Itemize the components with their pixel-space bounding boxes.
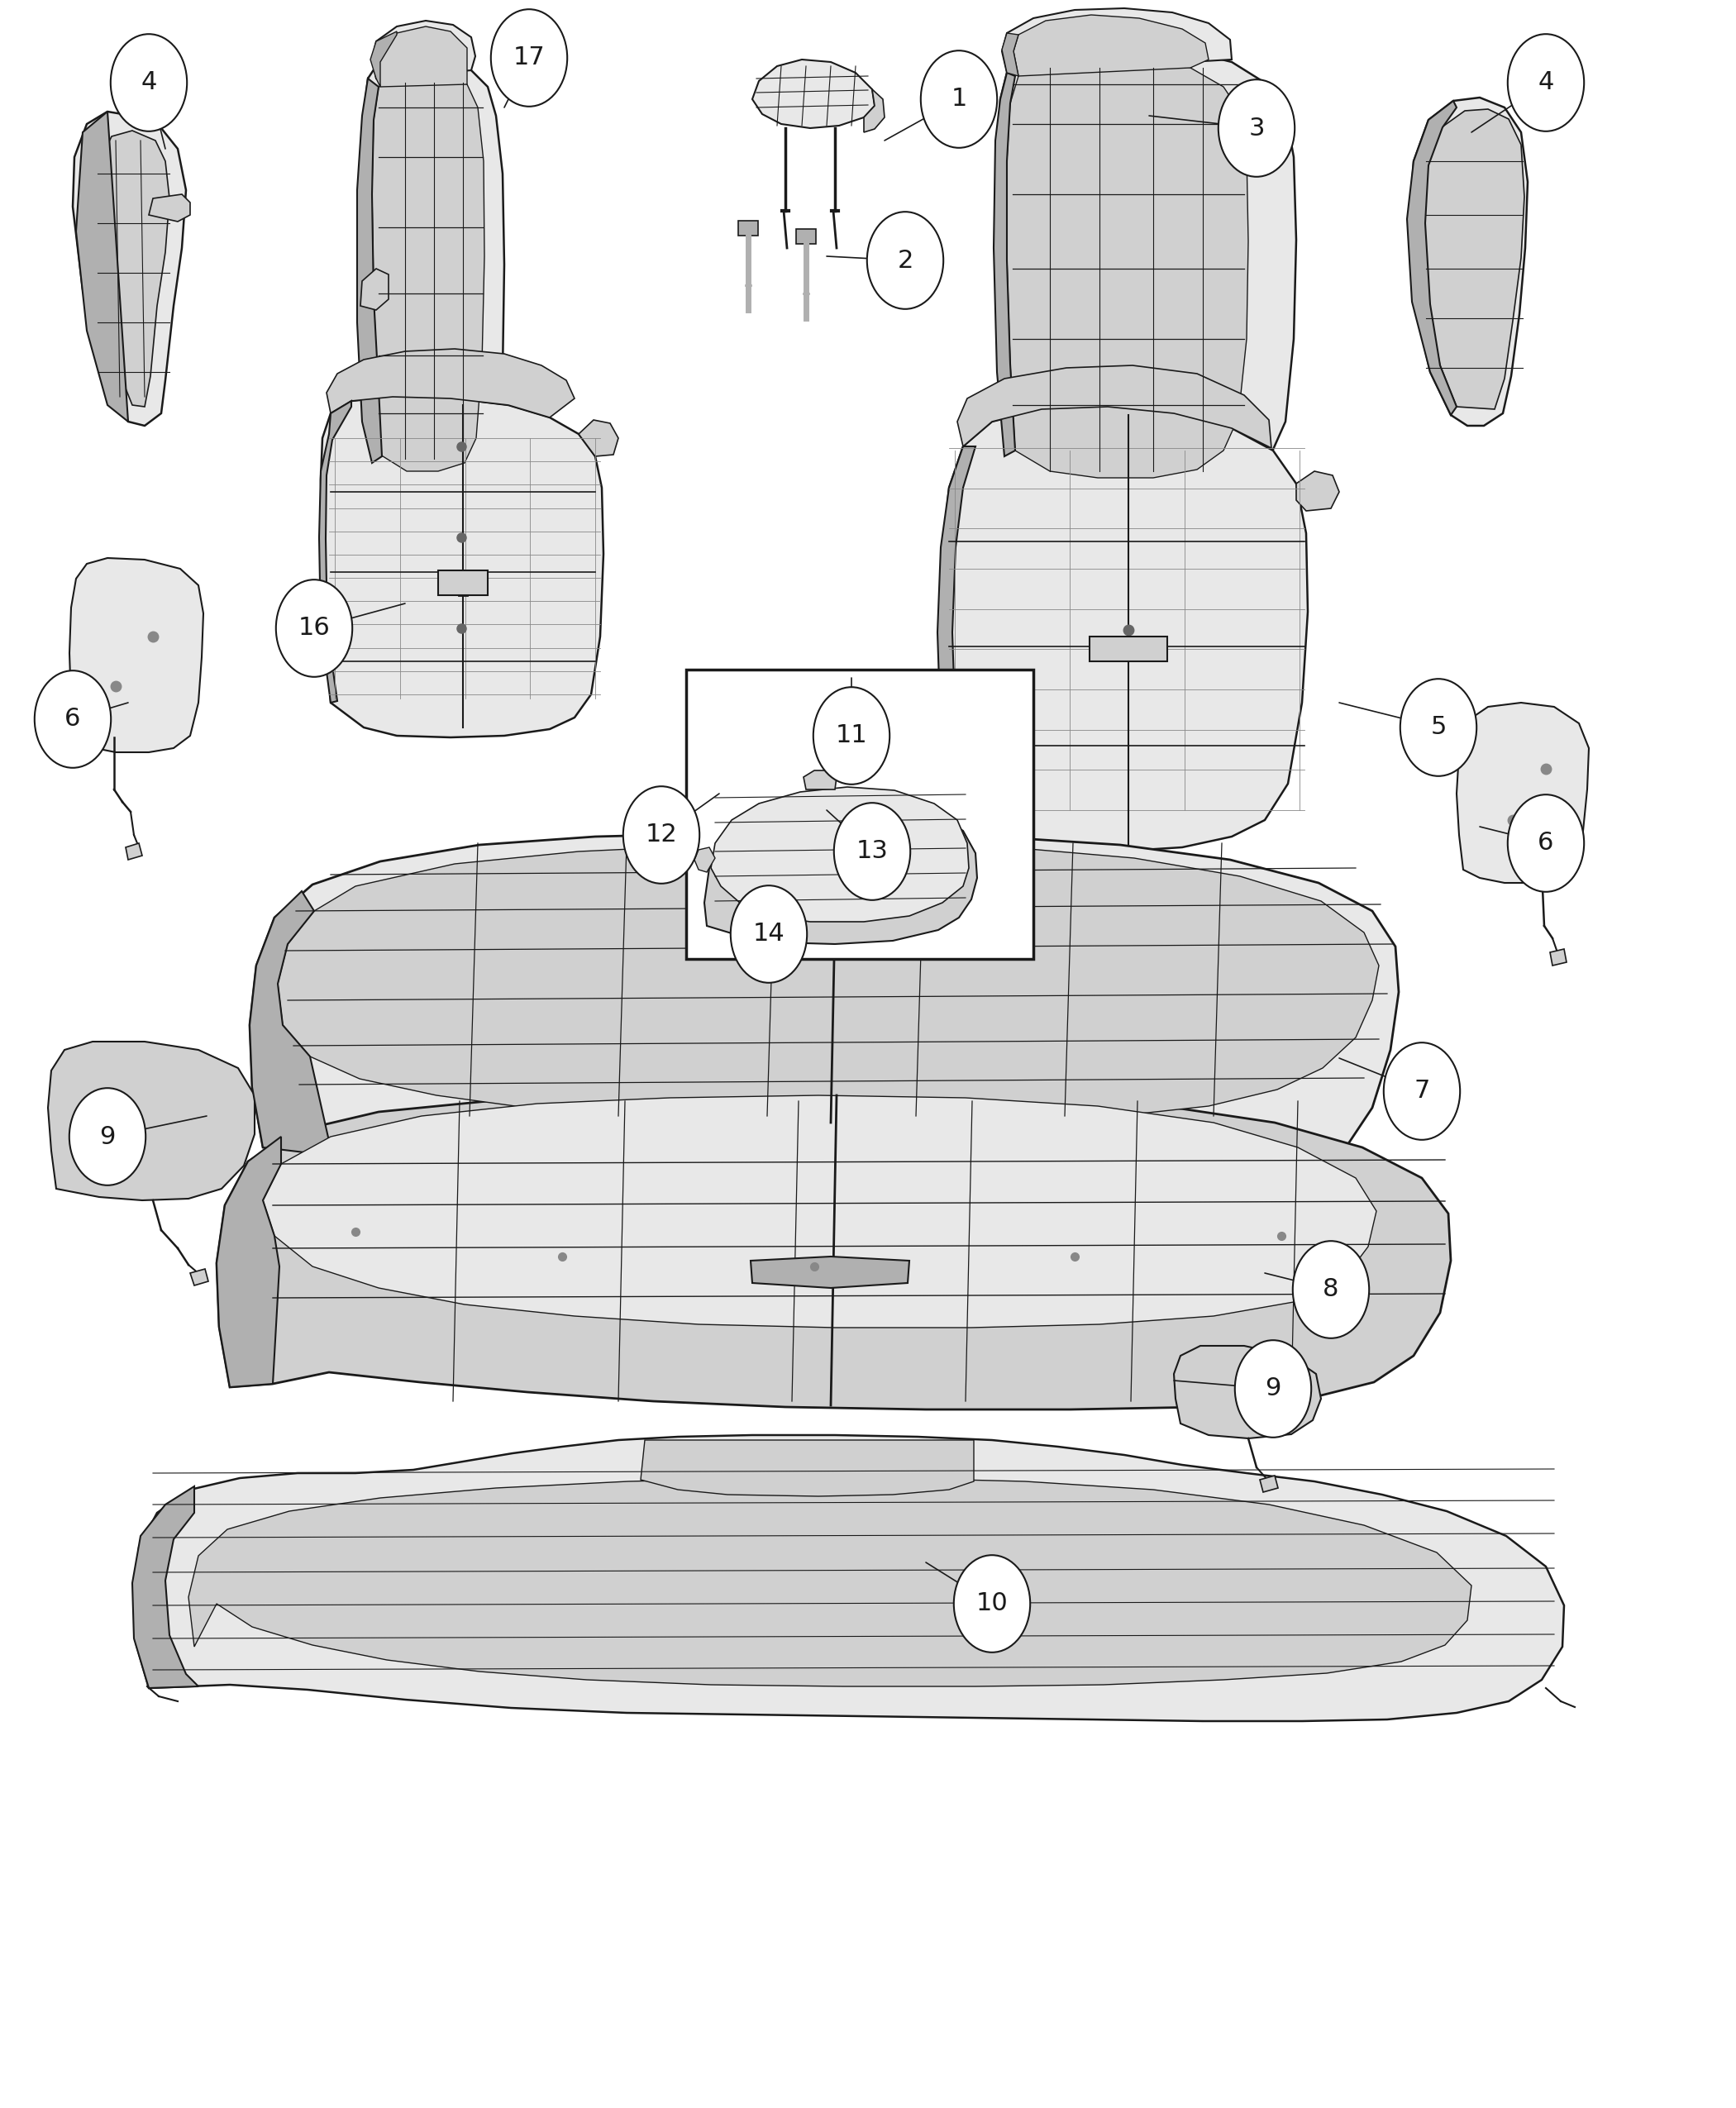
- Ellipse shape: [69, 1088, 146, 1185]
- Ellipse shape: [731, 885, 807, 982]
- Polygon shape: [326, 348, 575, 417]
- Polygon shape: [319, 401, 351, 702]
- Polygon shape: [804, 769, 837, 790]
- Polygon shape: [641, 1440, 974, 1497]
- Polygon shape: [941, 407, 1307, 852]
- Polygon shape: [217, 1092, 1451, 1410]
- Text: 2: 2: [898, 249, 913, 272]
- Polygon shape: [957, 365, 1271, 449]
- Ellipse shape: [833, 803, 910, 900]
- Polygon shape: [76, 112, 128, 422]
- Polygon shape: [361, 268, 389, 310]
- Polygon shape: [1002, 34, 1019, 76]
- Polygon shape: [217, 1136, 281, 1387]
- Polygon shape: [750, 1256, 910, 1288]
- Polygon shape: [1410, 97, 1528, 426]
- Polygon shape: [73, 112, 186, 426]
- Polygon shape: [95, 131, 170, 407]
- Ellipse shape: [812, 687, 889, 784]
- Polygon shape: [705, 801, 977, 944]
- Text: 6: 6: [1538, 831, 1554, 856]
- Polygon shape: [1002, 8, 1233, 74]
- Ellipse shape: [866, 211, 943, 310]
- Polygon shape: [1174, 1345, 1321, 1438]
- Text: 16: 16: [299, 616, 330, 641]
- Text: 9: 9: [99, 1126, 116, 1149]
- Ellipse shape: [1507, 795, 1583, 892]
- Polygon shape: [1424, 110, 1524, 409]
- Text: 7: 7: [1413, 1079, 1430, 1102]
- Polygon shape: [262, 1096, 1377, 1328]
- Ellipse shape: [1401, 679, 1477, 776]
- Polygon shape: [1297, 472, 1338, 510]
- Polygon shape: [370, 32, 398, 86]
- Polygon shape: [797, 230, 816, 245]
- Polygon shape: [358, 78, 382, 464]
- Polygon shape: [1550, 949, 1566, 965]
- Polygon shape: [372, 74, 484, 472]
- Polygon shape: [250, 892, 332, 1155]
- Ellipse shape: [35, 670, 111, 767]
- Text: 3: 3: [1248, 116, 1264, 139]
- Ellipse shape: [623, 786, 700, 883]
- Polygon shape: [937, 447, 976, 816]
- Ellipse shape: [1219, 80, 1295, 177]
- Text: 10: 10: [976, 1592, 1009, 1615]
- Polygon shape: [149, 194, 191, 221]
- Ellipse shape: [920, 51, 996, 148]
- Polygon shape: [250, 833, 1399, 1191]
- Polygon shape: [134, 1436, 1564, 1720]
- Polygon shape: [1457, 702, 1588, 883]
- Text: 14: 14: [753, 921, 785, 946]
- Polygon shape: [372, 21, 476, 78]
- Text: 11: 11: [835, 723, 868, 748]
- Polygon shape: [1090, 637, 1167, 662]
- Polygon shape: [363, 59, 503, 474]
- Ellipse shape: [276, 580, 352, 677]
- Polygon shape: [191, 1269, 208, 1286]
- Polygon shape: [49, 1041, 255, 1199]
- Polygon shape: [865, 89, 885, 133]
- Ellipse shape: [1384, 1043, 1460, 1140]
- Polygon shape: [578, 419, 618, 455]
- Polygon shape: [377, 27, 467, 86]
- Polygon shape: [993, 74, 1016, 455]
- Polygon shape: [189, 1478, 1472, 1686]
- Polygon shape: [1260, 1476, 1278, 1492]
- Text: 6: 6: [64, 706, 82, 731]
- Polygon shape: [1014, 15, 1208, 76]
- Polygon shape: [996, 46, 1297, 487]
- Polygon shape: [69, 559, 203, 753]
- Polygon shape: [1406, 101, 1457, 415]
- Polygon shape: [712, 786, 969, 921]
- Text: 17: 17: [514, 46, 545, 70]
- Polygon shape: [321, 396, 604, 738]
- Text: 4: 4: [141, 72, 156, 95]
- Text: 13: 13: [856, 839, 889, 864]
- Polygon shape: [437, 571, 488, 594]
- Polygon shape: [752, 59, 875, 129]
- Ellipse shape: [1507, 34, 1583, 131]
- Ellipse shape: [1293, 1242, 1370, 1339]
- Polygon shape: [694, 847, 715, 873]
- FancyBboxPatch shape: [686, 670, 1033, 959]
- Ellipse shape: [1234, 1341, 1311, 1438]
- Polygon shape: [738, 221, 759, 236]
- Ellipse shape: [111, 34, 187, 131]
- Ellipse shape: [953, 1556, 1029, 1653]
- Text: 1: 1: [951, 86, 967, 112]
- Text: 8: 8: [1323, 1277, 1338, 1301]
- Polygon shape: [1007, 53, 1248, 479]
- Text: 9: 9: [1266, 1377, 1281, 1402]
- Polygon shape: [125, 843, 142, 860]
- Ellipse shape: [491, 8, 568, 108]
- Text: 12: 12: [646, 822, 677, 847]
- Text: 5: 5: [1430, 715, 1446, 740]
- Text: 4: 4: [1538, 72, 1554, 95]
- Polygon shape: [278, 843, 1378, 1124]
- Polygon shape: [132, 1486, 198, 1689]
